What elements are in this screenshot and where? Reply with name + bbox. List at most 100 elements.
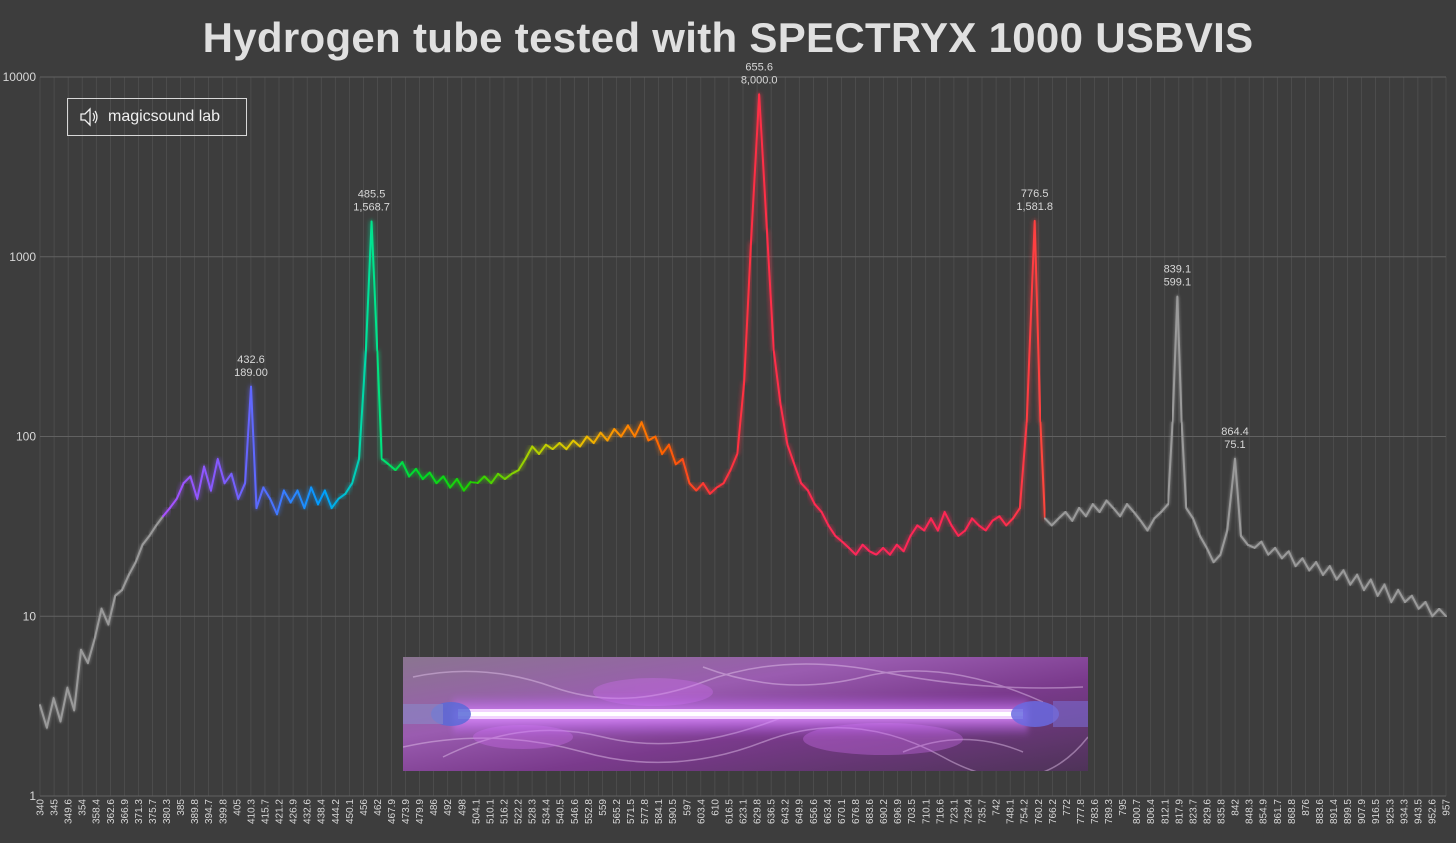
spectrum-segment (376, 349, 383, 460)
spectrum-segment (875, 546, 885, 556)
spectrum-segment (1098, 499, 1108, 514)
spectrum-segment (1315, 561, 1324, 576)
x-tick-label: 772 (1062, 799, 1073, 816)
spectrum-segment (743, 241, 752, 384)
x-tick-label: 362.6 (106, 799, 117, 824)
spectrum-segment (1039, 421, 1046, 520)
spectrum-segment (1356, 573, 1365, 591)
spectrum-segment (476, 475, 486, 485)
spectrum-segment (141, 534, 151, 546)
spectrum-segment (1198, 534, 1208, 549)
spectrum-segment (681, 457, 691, 485)
spectrum-segment (606, 428, 616, 442)
spectrum-segment (1018, 421, 1028, 510)
spectrum-segment (289, 489, 299, 504)
x-tick-label: 380.3 (162, 799, 173, 824)
x-tick-label: 696.9 (893, 799, 904, 824)
spectrum-segment (93, 607, 103, 640)
x-tick-label: 590.5 (668, 799, 679, 824)
x-tick-label: 943.5 (1413, 799, 1424, 824)
spectrum-segment (1431, 607, 1441, 618)
spectrum-segment (902, 534, 912, 553)
spectrum-segment (39, 704, 48, 729)
x-tick-label: 534.4 (542, 799, 553, 824)
peak-wavelength-label: 864.4 (1221, 426, 1249, 438)
spectrum-segment (428, 471, 438, 485)
spectrum-segment (688, 482, 698, 492)
spectrum-segment (1274, 546, 1283, 560)
x-tick-label: 795 (1118, 799, 1129, 816)
x-tick-label: 683.6 (865, 799, 876, 824)
spectrum-segment (296, 489, 306, 510)
x-tick-label: 823.7 (1188, 799, 1199, 824)
spectrum-segment (772, 349, 782, 406)
spectrum-segment (1091, 503, 1101, 514)
x-tick-label: 467.9 (387, 799, 398, 824)
x-tick-label: 742 (992, 799, 1003, 816)
y-tick-label: 1000 (9, 250, 36, 264)
spectrum-segment (394, 461, 404, 472)
spectrum-segment (923, 517, 932, 532)
spectrum-segment (358, 349, 367, 460)
x-tick-label: 426.9 (289, 799, 300, 824)
x-tick-label: 670.1 (837, 799, 848, 824)
x-tick-label: 829.6 (1202, 799, 1213, 824)
spectrum-segment (943, 511, 953, 527)
spectrum-segment (722, 469, 732, 485)
x-tick-label: 735.7 (978, 799, 989, 824)
spectrum-segment (223, 472, 233, 485)
spectrum-segment (1119, 503, 1128, 518)
x-tick-label: 584.1 (654, 799, 665, 824)
spectrum-segment (1043, 517, 1053, 527)
spectrum-segment (800, 482, 809, 492)
x-tick-label: 597 (682, 799, 693, 816)
x-tick-label: 456 (359, 799, 370, 816)
spectrum-segment (930, 517, 939, 532)
x-tick-label: 492 (443, 799, 454, 816)
spectrum-segment (52, 697, 62, 723)
spectrum-segment (1369, 578, 1379, 597)
spectrum-segment (435, 475, 445, 485)
x-tick-label: 716.6 (935, 799, 946, 824)
spectrum-segment (344, 482, 354, 495)
spectrum-segment (749, 93, 761, 244)
spectrum-segment (45, 697, 55, 729)
spectrum-segment (148, 524, 158, 537)
x-tick-label: 783.6 (1090, 799, 1101, 824)
speaker-icon (80, 107, 98, 127)
spectrum-segment (114, 588, 124, 597)
x-tick-label: 371.3 (134, 799, 145, 824)
x-tick-label: 812.1 (1160, 799, 1171, 824)
x-tick-label: 366.9 (120, 799, 131, 824)
spectrum-segment (585, 435, 595, 445)
x-tick-label: 854.9 (1259, 799, 1270, 824)
x-tick-label: 703.5 (907, 799, 918, 824)
spectrum-segment (1239, 534, 1249, 546)
spectrum-segment (1185, 507, 1195, 520)
spectrum-segment (189, 475, 199, 500)
spectrum-segment (1132, 511, 1142, 522)
peak-wavelength-label: 432.6 (237, 354, 265, 366)
x-tick-label: 498 (457, 799, 468, 816)
spectrum-segment (456, 478, 465, 492)
spectrum-segment (1180, 421, 1188, 510)
y-axis: 1 10 100 1000 10000 (3, 70, 37, 803)
spectrum-segment (841, 540, 850, 549)
x-tick-label: 610 (710, 799, 721, 816)
x-tick-label: 876 (1301, 799, 1312, 816)
spectrum-segment (250, 385, 258, 510)
x-tick-label: 504.1 (471, 799, 482, 824)
spectrum-segment (813, 503, 823, 514)
spectrum-segment (1071, 507, 1081, 522)
x-tick-label: 754.2 (1020, 799, 1031, 824)
spectrum-segment (1064, 511, 1074, 522)
spectrum-segment (244, 385, 253, 485)
x-tick-label: 345 (50, 799, 61, 816)
spectrum-segment (255, 486, 265, 510)
peak-value-label: 1,568.7 (353, 202, 390, 214)
spectrum-segment (330, 497, 340, 510)
spectrum-segment (661, 443, 670, 455)
spectrum-segment (216, 457, 226, 485)
